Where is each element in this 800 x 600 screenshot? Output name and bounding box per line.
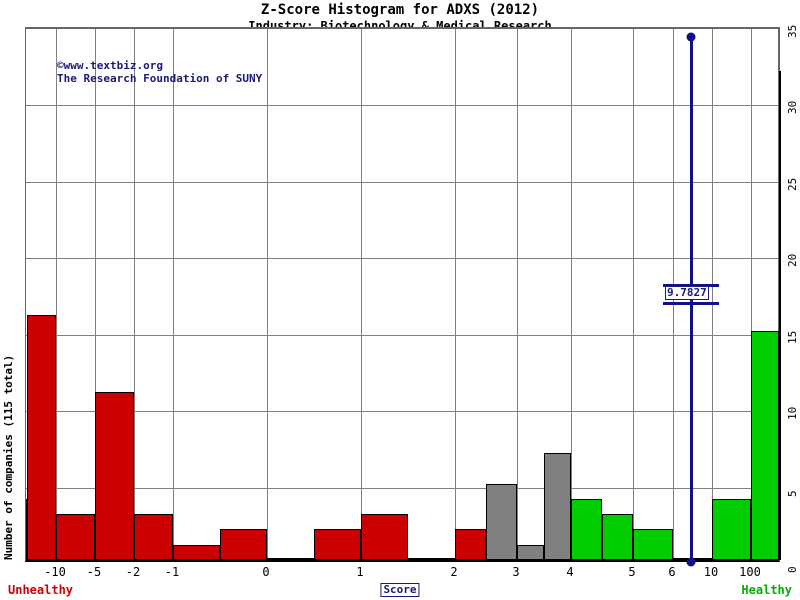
y-tick-label: 0 xyxy=(786,566,799,573)
histogram-bar xyxy=(134,514,173,560)
gridline-h xyxy=(26,334,778,336)
unhealthy-label: Unhealthy xyxy=(8,583,74,597)
histogram-bar xyxy=(486,483,517,560)
histogram-bar xyxy=(408,558,455,560)
marker-bracket-top xyxy=(663,284,719,288)
histogram-bar xyxy=(361,514,408,560)
marker-value-label: 9.7827 xyxy=(665,286,709,301)
histogram-bar xyxy=(173,544,220,560)
histogram-bar xyxy=(602,514,633,560)
histogram-bar xyxy=(517,544,544,560)
histogram-bar xyxy=(267,558,314,560)
x-tick-label: -2 xyxy=(125,565,141,579)
x-tick-label: 3 xyxy=(512,565,520,579)
histogram-bar xyxy=(571,498,602,560)
gridline-h xyxy=(26,105,778,107)
gridline-v xyxy=(267,29,268,560)
x-tick-label: 4 xyxy=(566,565,574,579)
marker-dot-top xyxy=(686,32,696,42)
y-tick-label: 10 xyxy=(786,406,799,421)
gridline-v xyxy=(134,29,135,560)
gridline-v xyxy=(455,29,456,560)
gridline-h xyxy=(26,181,778,183)
gridline-v xyxy=(517,29,518,560)
y-tick-label: 20 xyxy=(786,254,799,268)
x-tick-label: 6 xyxy=(668,565,676,579)
y-tick-label: 5 xyxy=(786,489,799,497)
histogram-bar xyxy=(455,529,486,560)
x-tick-label: 2 xyxy=(450,565,458,579)
x-tick-label: 0 xyxy=(262,565,270,579)
histogram-bar xyxy=(633,529,673,560)
histogram-bar xyxy=(544,453,571,560)
histogram-bar xyxy=(220,529,267,560)
gridline-v xyxy=(361,29,362,560)
x-tick-label: 1 xyxy=(356,565,364,579)
gridline-v xyxy=(751,29,752,560)
gridline-v xyxy=(56,29,57,560)
copyright-line-1: ©www.textbiz.org xyxy=(57,59,163,72)
y-tick-label: 30 xyxy=(786,101,799,115)
histogram-bar xyxy=(56,514,95,560)
gridline-v xyxy=(633,29,634,560)
gridline-h xyxy=(26,411,778,413)
y-axis-title: Number of companies (115 total) xyxy=(2,354,15,560)
y-tick-label: 35 xyxy=(786,24,799,38)
x-tick-label: -10 xyxy=(44,565,66,579)
x-tick-label: 10 xyxy=(703,565,719,579)
chart-title: Z-Score Histogram for ADXS (2012) xyxy=(260,2,540,18)
histogram-bar xyxy=(314,529,361,560)
gridline-v xyxy=(173,29,174,560)
gridline-v xyxy=(712,29,713,560)
copyright-line-2: The Research Foundation of SUNY xyxy=(57,72,263,85)
x-tick-label: -5 xyxy=(86,565,102,579)
histogram-bar xyxy=(95,391,134,560)
healthy-label: Healthy xyxy=(741,583,792,597)
marker-dot-bottom xyxy=(686,557,696,567)
gridline-v xyxy=(95,29,96,560)
histogram-bar xyxy=(27,315,56,560)
y-tick-label: 15 xyxy=(786,330,799,344)
histogram-bar xyxy=(751,330,779,560)
histogram-bar xyxy=(712,498,751,560)
plot-area: 9.7827 ©www.textbiz.org The Research Foun… xyxy=(25,27,781,567)
gridline-h xyxy=(26,258,778,260)
x-axis-title: Score xyxy=(380,583,420,597)
gridline-v xyxy=(571,29,572,560)
x-tick-label: -1 xyxy=(164,565,180,579)
x-tick-label: 100 xyxy=(739,565,761,579)
gridline-h xyxy=(26,487,778,489)
y-tick-label: 25 xyxy=(786,177,799,191)
marker-bracket-bottom xyxy=(663,302,719,306)
copyright-notice: ©www.textbiz.org The Research Foundation … xyxy=(57,59,262,85)
histogram-bar xyxy=(779,70,781,560)
histogram-bar xyxy=(26,498,28,560)
x-tick-label: 5 xyxy=(628,565,636,579)
